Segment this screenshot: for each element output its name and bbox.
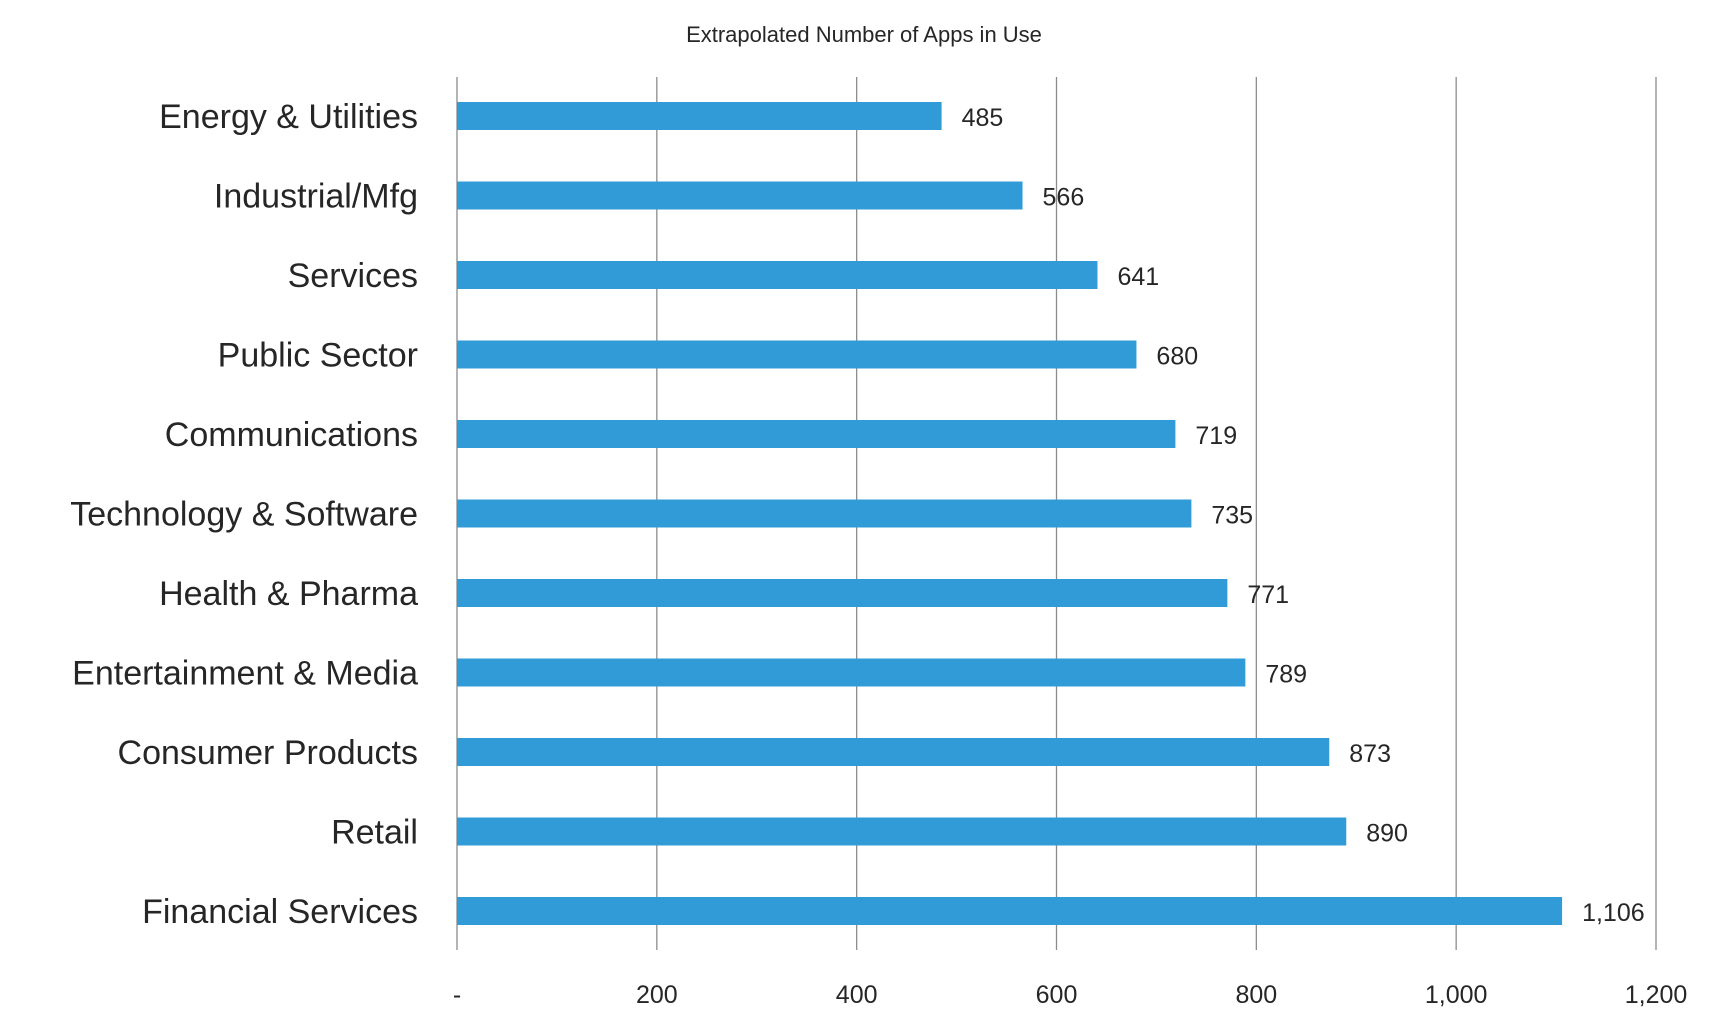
x-tick-label: 600 — [1036, 981, 1078, 1009]
bar — [457, 738, 1330, 766]
bar — [457, 102, 942, 130]
category-label: Health & Pharma — [159, 575, 418, 613]
x-tick-label: 1,200 — [1625, 981, 1688, 1009]
bar — [457, 579, 1228, 607]
category-label: Public Sector — [218, 337, 418, 375]
bars — [457, 102, 1563, 925]
data-label: 771 — [1247, 581, 1289, 609]
data-labels: 485 566 641 680 719 735 771 789 873 890 1,106 — [962, 104, 1645, 927]
category-label: Retail — [331, 814, 418, 852]
bar — [457, 658, 1246, 687]
data-label: 890 — [1366, 820, 1408, 848]
x-tick-label: - — [453, 981, 461, 1009]
category-label: Industrial/Mfg — [214, 178, 418, 216]
x-tick-label: 400 — [836, 981, 878, 1009]
data-label: 719 — [1195, 422, 1237, 450]
category-label: Technology & Software — [70, 496, 418, 534]
x-tick-label: 200 — [636, 981, 678, 1009]
bar — [457, 261, 1098, 289]
data-label: 641 — [1117, 263, 1159, 291]
bar — [457, 499, 1192, 528]
x-tick-label: 800 — [1235, 981, 1277, 1009]
x-tick-labels: - 200 400 600 800 1,000 1,200 — [453, 981, 1687, 1009]
category-label: Entertainment & Media — [72, 655, 418, 693]
bar — [457, 817, 1347, 846]
chart-title: Extrapolated Number of Apps in Use — [686, 22, 1042, 47]
data-label: 873 — [1349, 740, 1391, 768]
category-label: Communications — [165, 416, 418, 454]
bar — [457, 340, 1137, 369]
data-label: 680 — [1156, 343, 1198, 371]
category-label: Financial Services — [142, 893, 418, 931]
category-labels: Energy & Utilities Industrial/Mfg Services… — [70, 98, 418, 931]
bar — [457, 897, 1563, 925]
category-label: Services — [288, 257, 418, 295]
x-tick-label: 1,000 — [1425, 981, 1488, 1009]
bar — [457, 420, 1176, 448]
bar — [457, 181, 1023, 210]
data-label: 485 — [962, 104, 1004, 132]
data-label: 735 — [1211, 502, 1253, 530]
category-label: Energy & Utilities — [159, 98, 418, 136]
data-label: 789 — [1265, 661, 1307, 689]
data-label: 566 — [1043, 184, 1085, 212]
category-label: Consumer Products — [118, 734, 418, 772]
data-label: 1,106 — [1582, 899, 1645, 927]
